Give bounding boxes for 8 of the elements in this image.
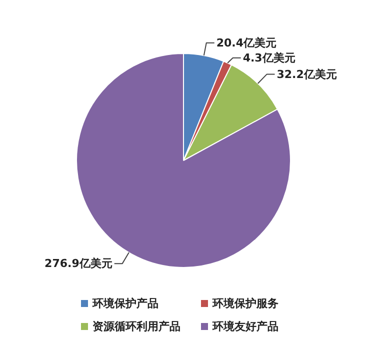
- legend-label: 资源循环利用产品: [92, 320, 180, 333]
- data-label: 32.2亿美元: [276, 68, 337, 81]
- legend-label: 环境保护服务: [212, 297, 278, 310]
- legend-label: 环境保护产品: [92, 297, 158, 310]
- data-label: 20.4亿美元: [216, 36, 277, 50]
- data-label: 276.9亿美元: [44, 257, 112, 270]
- data-label: 4.3亿美元: [242, 51, 296, 64]
- legend-label: 环境友好产品: [212, 320, 278, 333]
